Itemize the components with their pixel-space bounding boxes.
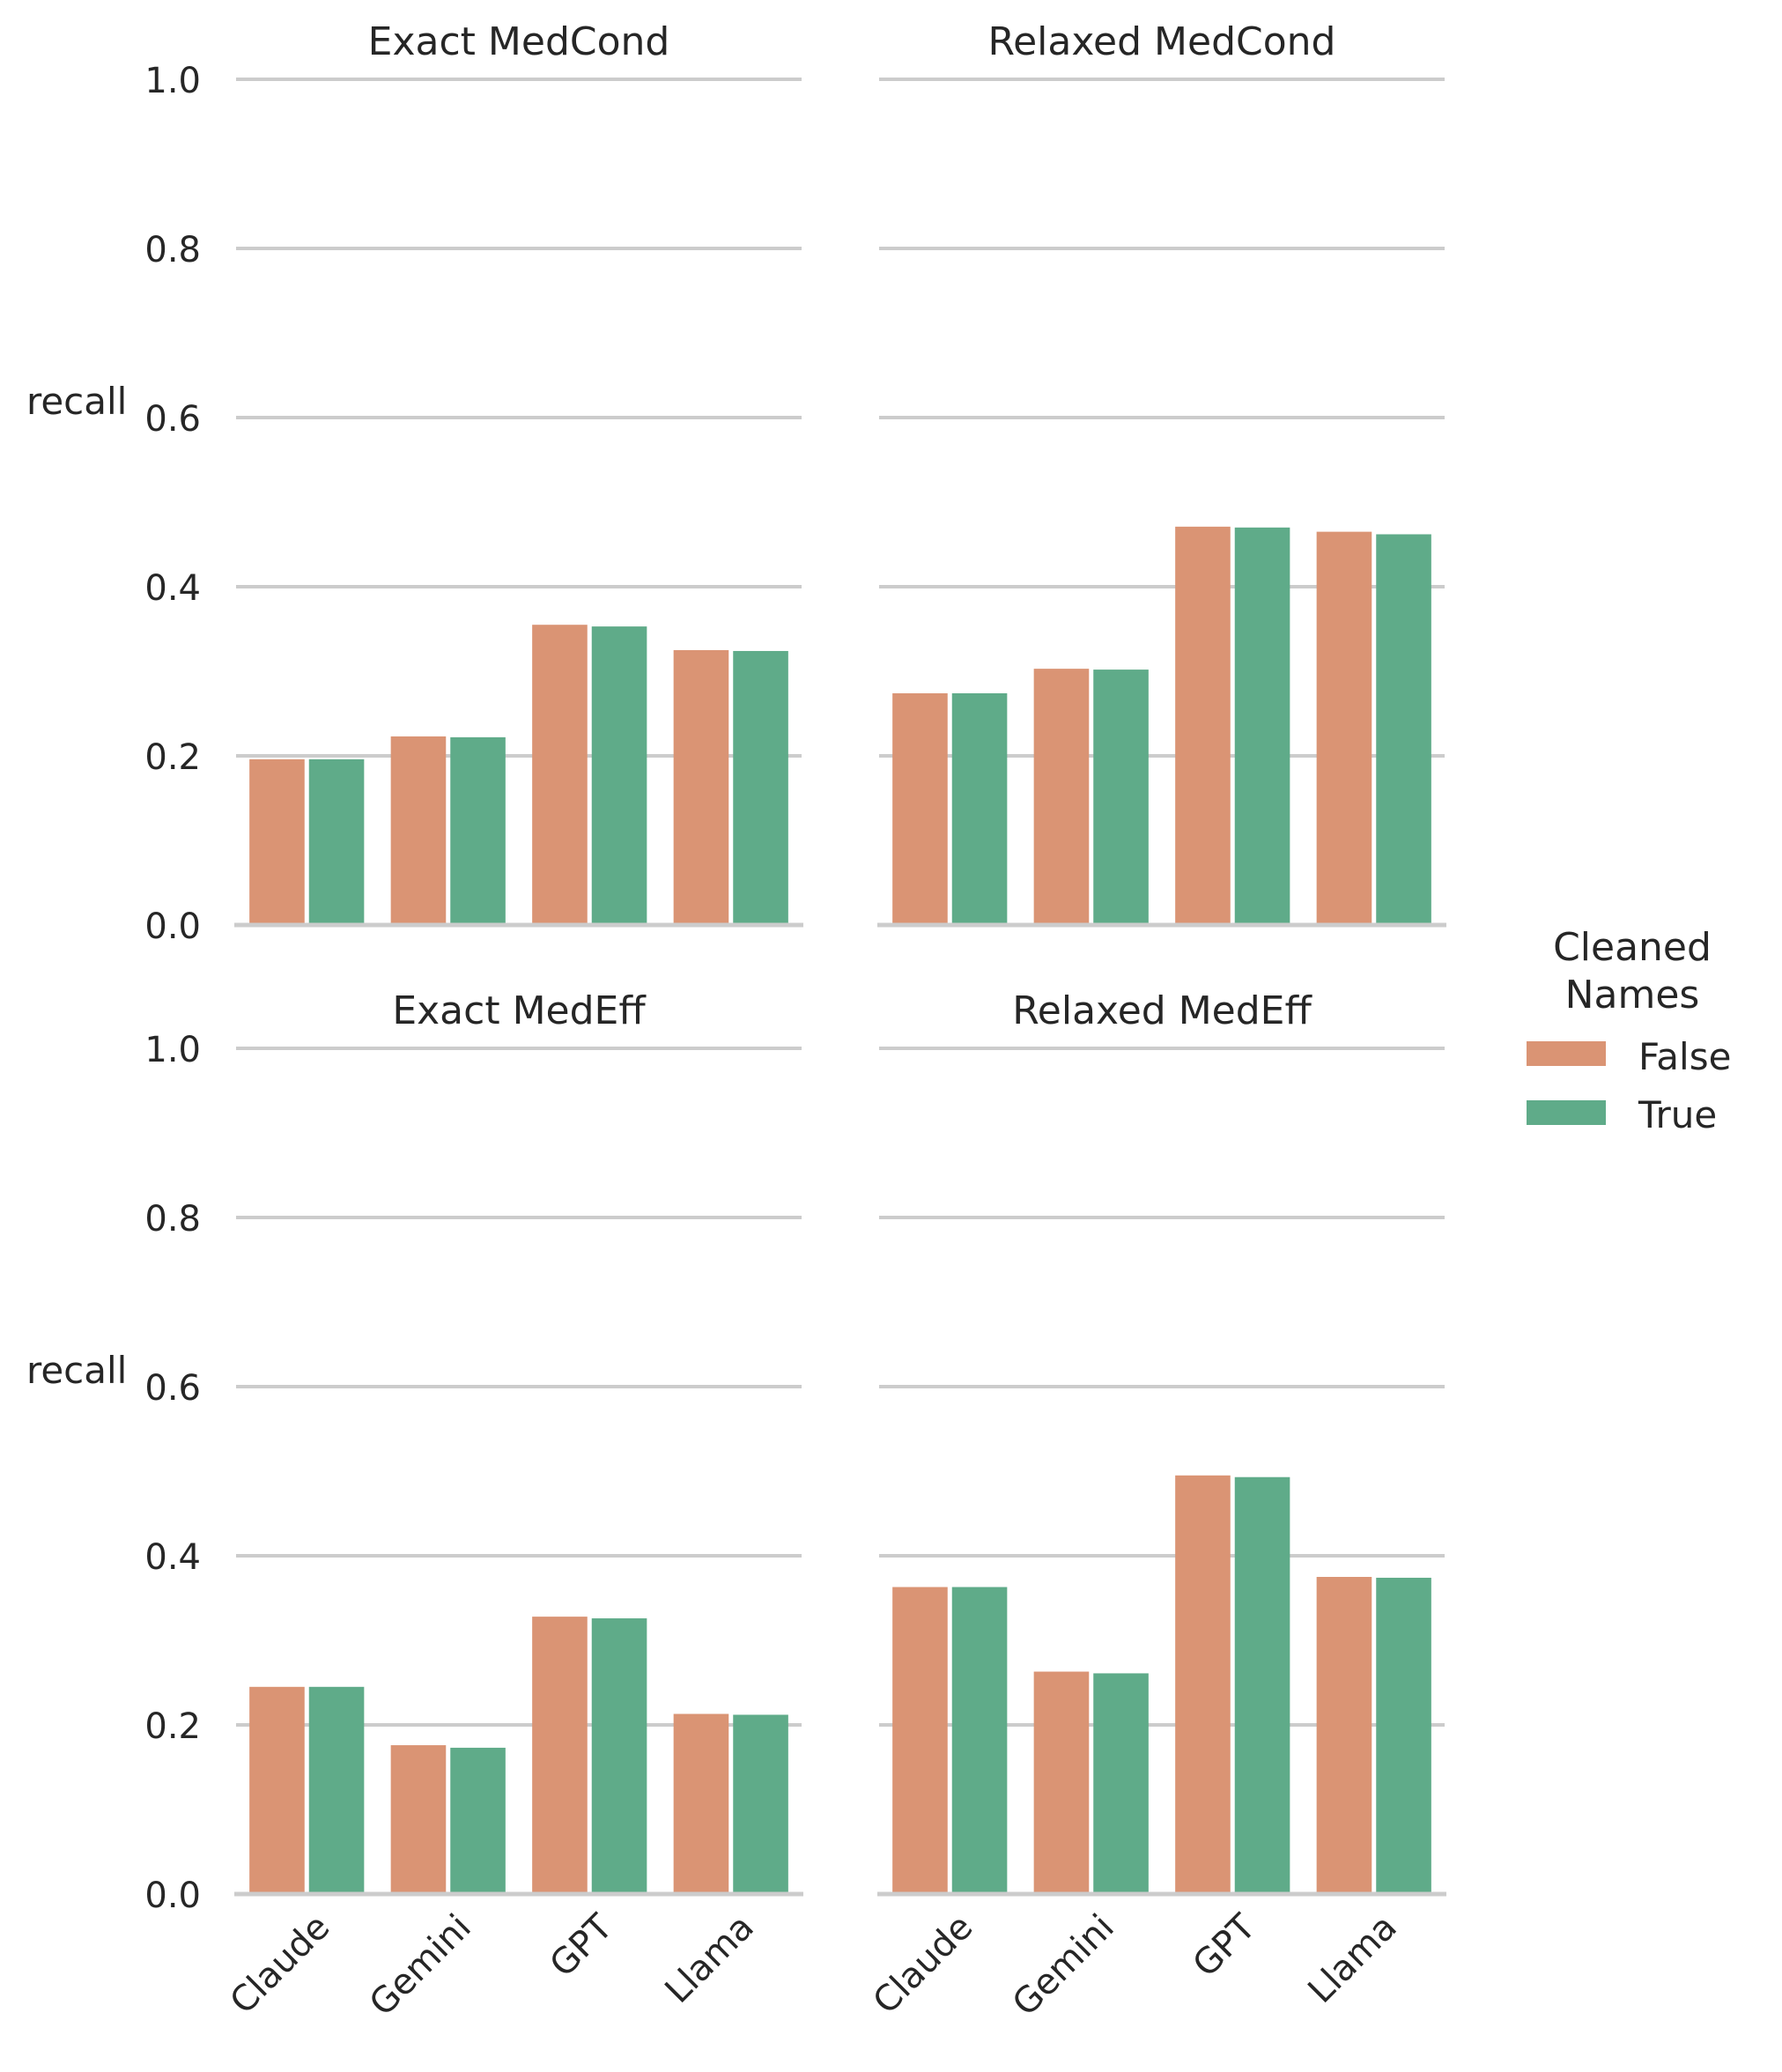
x-tick-label: Claude [223, 1907, 338, 2023]
y-axis-label: recall [26, 1349, 127, 1392]
bar-claude-false [249, 1686, 305, 1894]
bar-claude-true [308, 1686, 365, 1894]
y-tick-label: 0.6 [144, 1368, 201, 1409]
bar-gpt-true [591, 626, 647, 925]
bar-gpt-false [532, 625, 588, 925]
chart-panel-2: 0.0 0.2 0.4 0.6 0.8 1.0 Claude Gemini GPT Llama Ex… [26, 988, 803, 2024]
bar-gemini-true [450, 736, 506, 925]
bar-llama-true [1376, 534, 1431, 925]
y-tick-label: 0.6 [144, 399, 201, 440]
legend-title-line1: Cleaned [1553, 925, 1712, 970]
y-tick-label: 0.4 [144, 1537, 201, 1578]
bar-gpt-false [1175, 526, 1231, 925]
bar-llama-true [1376, 1577, 1431, 1894]
panel-title: Relaxed MedEff [1012, 988, 1312, 1033]
bar-gemini-false [1033, 669, 1090, 925]
bar-llama-false [673, 650, 729, 925]
bar-gemini-true [1093, 1673, 1149, 1894]
bar-gpt-true [1234, 1476, 1290, 1894]
x-tick-label: Llama [657, 1907, 761, 2011]
bar-llama-true [733, 650, 788, 925]
panel-title: Relaxed MedCond [988, 19, 1336, 64]
panel-title: Exact MedCond [368, 19, 670, 64]
bar-gpt-true [591, 1618, 647, 1894]
legend: Cleaned Names False True [1527, 925, 1731, 1136]
bar-claude-false [249, 758, 305, 925]
bar-claude-true [951, 692, 1008, 925]
chart-panels: 0.0 0.2 0.4 0.6 0.8 1.0 Exact MedCond recall Rel… [26, 19, 1446, 2024]
bar-gemini-true [450, 1747, 506, 1894]
chart-panel-1: Relaxed MedCond [877, 19, 1446, 928]
bar-gemini-true [1093, 670, 1149, 925]
x-tick-label: GPT [1186, 1906, 1264, 1985]
y-axis-label: recall [26, 380, 127, 423]
y-tick-label: 0.0 [144, 1876, 201, 1916]
legend-title-line2: Names [1565, 973, 1700, 1018]
bar-llama-false [673, 1713, 729, 1894]
bar-gemini-false [390, 1745, 447, 1894]
bar-llama-false [1316, 531, 1372, 925]
chart-panel-3: Claude Gemini GPT Llama Relaxed MedEff [866, 988, 1446, 2024]
x-tick-label: Claude [866, 1907, 981, 2023]
bar-claude-false [892, 692, 948, 925]
bar-gemini-false [390, 736, 447, 925]
bar-llama-false [1316, 1577, 1372, 1894]
y-tick-label: 0.0 [144, 906, 201, 947]
y-tick-label: 0.8 [144, 230, 201, 270]
panel-title: Exact MedEff [392, 988, 647, 1033]
bar-gemini-false [1033, 1671, 1090, 1894]
x-tick-label: Gemini [362, 1907, 479, 2024]
bar-claude-false [892, 1587, 948, 1894]
y-tick-label: 0.4 [144, 568, 201, 609]
bar-gpt-false [1175, 1475, 1231, 1894]
bar-claude-true [308, 758, 365, 925]
bar-llama-true [733, 1714, 788, 1894]
bar-claude-true [951, 1587, 1008, 1894]
y-tick-label: 0.2 [144, 737, 201, 778]
x-tick-label: GPT [543, 1906, 621, 1985]
y-tick-label: 1.0 [144, 61, 201, 101]
bar-gpt-false [532, 1617, 588, 1894]
legend-swatch-true [1527, 1100, 1606, 1125]
legend-label-true: True [1638, 1093, 1717, 1136]
chart-panel-0: 0.0 0.2 0.4 0.6 0.8 1.0 Exact MedCond recall [26, 19, 803, 947]
y-tick-label: 0.8 [144, 1199, 201, 1240]
y-tick-label: 1.0 [144, 1030, 201, 1070]
legend-swatch-false [1527, 1041, 1606, 1066]
y-tick-label: 0.2 [144, 1706, 201, 1747]
bar-gpt-true [1234, 527, 1290, 925]
x-tick-label: Llama [1300, 1907, 1404, 2011]
legend-label-false: False [1638, 1035, 1731, 1078]
x-tick-label: Gemini [1005, 1907, 1122, 2024]
